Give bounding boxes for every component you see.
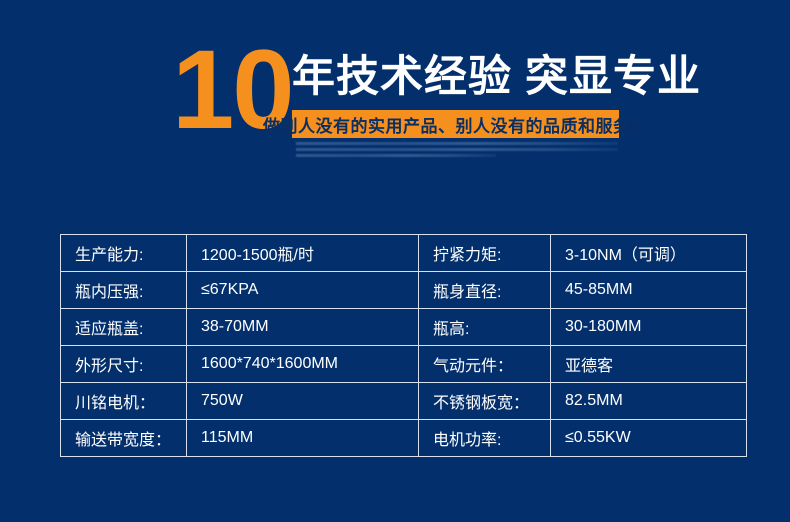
spec-value-right: ≤0.55KW [550, 419, 747, 457]
header-block: 10 年技术经验 突显专业 做别人没有的实用产品、别人没有的品质和服务！ [0, 0, 790, 180]
spec-value-left: ≤67KPA [186, 271, 419, 309]
spec-label-right: 瓶高: [418, 308, 551, 346]
table-row: 瓶内压强: ≤67KPA 瓶身直径: 45-85MM [60, 271, 747, 309]
decorative-filler-text [296, 142, 618, 164]
slogan-bar: 做别人没有的实用产品、别人没有的品质和服务！ [263, 110, 648, 138]
spec-value-left: 1600*740*1600MM [186, 345, 419, 383]
headline-text: 年技术经验 突显专业 [292, 53, 701, 101]
table-row: 输送带宽度： 115MM 电机功率: ≤0.55KW [60, 419, 747, 457]
table-row: 川铭电机： 750W 不锈钢板宽： 82.5MM [60, 382, 747, 420]
spec-value-right: 30-180MM [550, 308, 747, 346]
table-row: 外形尺寸: 1600*740*1600MM 气动元件： 亚德客 [60, 345, 747, 383]
spec-label-right: 拧紧力矩: [418, 234, 551, 272]
spec-label-left: 瓶内压强: [60, 271, 187, 309]
filler-line [296, 148, 618, 151]
spec-label-left: 生产能力: [60, 234, 187, 272]
filler-line [296, 154, 496, 157]
spec-value-right: 亚德客 [550, 345, 747, 383]
spec-label-right: 瓶身直径: [418, 271, 551, 309]
slogan-text: 做别人没有的实用产品、别人没有的品质和服务！ [263, 116, 648, 136]
spec-value-right: 82.5MM [550, 382, 747, 420]
table-row: 适应瓶盖: 38-70MM 瓶高: 30-180MM [60, 308, 747, 346]
spec-value-left: 1200-1500瓶/时 [186, 234, 419, 272]
spec-label-left: 适应瓶盖: [60, 308, 187, 346]
spec-value-right: 45-85MM [550, 271, 747, 309]
spec-label-right: 电机功率: [418, 419, 551, 457]
filler-line [296, 142, 618, 145]
years-number: 10 [172, 27, 295, 152]
spec-value-left: 750W [186, 382, 419, 420]
spec-value-right: 3-10NM（可调） [550, 234, 747, 272]
specification-table: 生产能力: 1200-1500瓶/时 拧紧力矩: 3-10NM（可调） 瓶内压强: ≤67… [60, 234, 747, 457]
spec-label-right: 气动元件： [418, 345, 551, 383]
spec-value-left: 38-70MM [186, 308, 419, 346]
table-row: 生产能力: 1200-1500瓶/时 拧紧力矩: 3-10NM（可调） [60, 234, 747, 272]
spec-label-left: 输送带宽度： [60, 419, 187, 457]
spec-value-left: 115MM [186, 419, 419, 457]
spec-label-left: 外形尺寸: [60, 345, 187, 383]
spec-label-right: 不锈钢板宽： [418, 382, 551, 420]
spec-label-left: 川铭电机： [60, 382, 187, 420]
